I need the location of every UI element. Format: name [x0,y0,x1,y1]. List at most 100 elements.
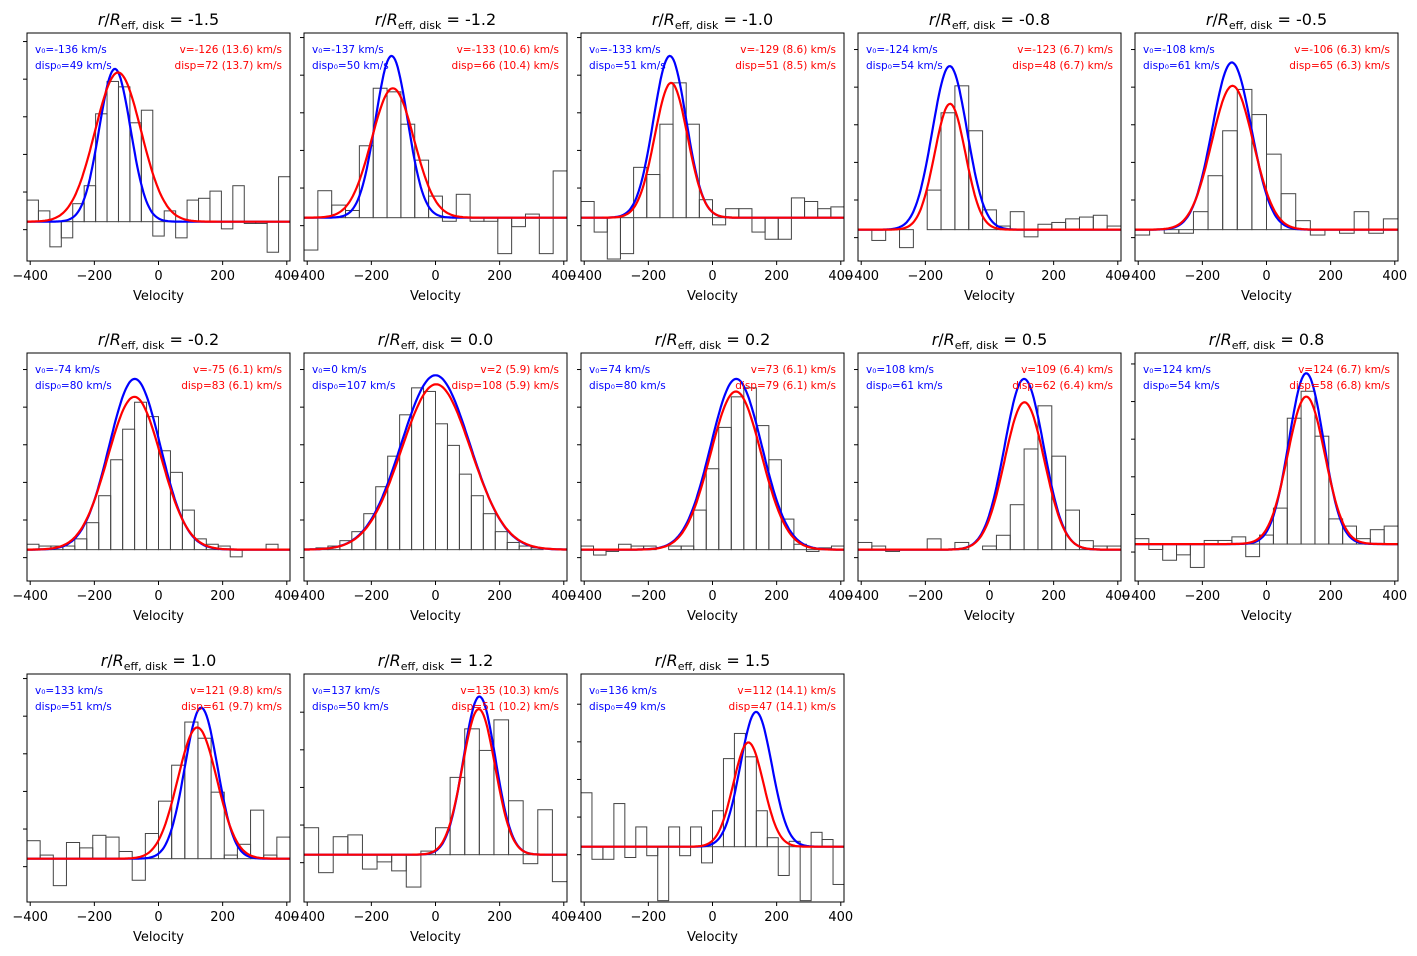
fit-curve [304,707,567,856]
fit-annotation: disp=51 (10.2) km/s [452,701,559,713]
x-tick-label: −200 [76,269,112,284]
model-curve [304,54,567,219]
x-tick-label: −400 [289,910,325,925]
hist-bar [60,221,74,239]
x-tick-label: 0 [708,589,716,604]
model-curve [581,377,844,551]
fit-annotation: disp=79 (6.1) km/s [735,380,836,392]
hist-bar [1162,543,1178,561]
hist-bar [497,217,513,255]
fit-curve [581,81,844,219]
fit-annotation: disp=48 (6.7) km/s [1012,60,1113,72]
hist-bar [624,846,637,858]
hist-bar [140,109,154,223]
panel-9: −400 −200 0 200 400 Velocity r/Reff, disk = 0.… [843,330,1130,624]
fit-annotation: v=135 (10.3) km/s [460,685,559,697]
hist-bar [551,854,567,883]
fit-annotation: disp=108 (5.9) km/s [452,380,559,392]
model-annotation: disp₀=54 km/s [866,60,943,72]
x-tick-label: 200 [1318,269,1343,284]
hist-bar [1251,114,1268,231]
hist-bar [304,217,319,251]
model-annotation: disp₀=54 km/s [1143,380,1220,392]
hist-bar [871,229,887,241]
x-tick-label: −200 [353,589,389,604]
hist-bar [766,837,779,848]
hist-bar [581,200,595,219]
hist-bar [186,199,200,223]
hist-bar [79,847,94,860]
x-tick-label: 0 [431,269,439,284]
fit-annotation: v=-133 (10.6) km/s [457,44,559,56]
plot-area [27,67,290,253]
hist-bar [817,208,832,219]
x-tick-label: 200 [487,910,512,925]
hist-bar [134,401,148,551]
hist-bar [27,199,39,223]
hist-bar [455,193,471,219]
fit-curve [27,726,290,860]
x-tick-label: −400 [12,589,48,604]
model-annotation: disp₀=80 km/s [589,380,666,392]
x-axis-label: Velocity [133,930,184,945]
hist-bar [799,846,812,902]
model-annotation: v₀=-136 km/s [35,44,107,56]
hist-bar [668,545,682,551]
x-tick-label: −400 [566,910,602,925]
panel-title: r/Reff, disk = 1.5 [655,651,771,673]
hist-bar [1353,211,1370,231]
x-axis-label: Velocity [410,930,461,945]
fit-annotation: v=-123 (6.7) km/s [1017,44,1113,56]
x-tick-label: −200 [907,269,943,284]
hist-bar [1163,229,1180,234]
hist-bar [110,459,124,551]
x-axis-label: Velocity [687,930,738,945]
fit-curve [1135,84,1398,231]
x-tick-label: 400 [828,910,853,925]
x-axis-label: Velocity [1241,609,1292,624]
hist-bar [832,846,844,885]
model-annotation: disp₀=50 km/s [312,60,389,72]
hist-bar [764,217,779,240]
hist-bar [1009,504,1025,551]
hist-bar [1382,218,1398,231]
hist-bar [646,174,661,219]
fit-annotation: v=2 (5.9) km/s [480,364,559,376]
model-annotation: disp₀=49 km/s [35,60,112,72]
hist-bar [1023,448,1039,551]
x-tick-label: 400 [551,589,576,604]
hist-bar [105,836,120,860]
x-tick-label: −400 [1120,589,1156,604]
x-tick-label: 200 [487,269,512,284]
hist-bar [679,846,692,857]
hist-bar [146,416,160,551]
fit-annotation: disp=61 (9.7) km/s [181,701,282,713]
model-annotation: disp₀=50 km/s [312,701,389,713]
hist-bar [926,189,942,231]
hist-bar [1051,455,1067,551]
hist-bar [755,810,768,848]
x-tick-label: 400 [828,589,853,604]
model-curve [858,65,1121,231]
hist-bar [777,217,792,240]
x-tick-label: 200 [210,269,235,284]
hist-bar [86,522,100,551]
hist-bar [361,854,378,870]
fit-curve [27,395,290,551]
x-tick-label: 400 [1105,269,1130,284]
hist-bar [926,538,942,551]
model-annotation: disp₀=51 km/s [589,60,666,72]
x-tick-label: −400 [843,589,879,604]
fit-curve [581,390,844,551]
hist-bar [1369,529,1385,545]
x-axis-label: Velocity [133,609,184,624]
plot-area [581,710,844,902]
hist-bar [805,549,820,552]
x-tick-label: 400 [828,269,853,284]
panel-title: r/Reff, disk = -1.2 [375,10,496,32]
model-annotation: v₀=133 km/s [35,685,103,697]
hist-bar [899,229,914,249]
panel-7: −400 −200 0 200 400 Velocity r/Reff, disk = 0.… [289,330,576,624]
hist-bar [659,123,674,219]
plot-area [1135,61,1398,236]
